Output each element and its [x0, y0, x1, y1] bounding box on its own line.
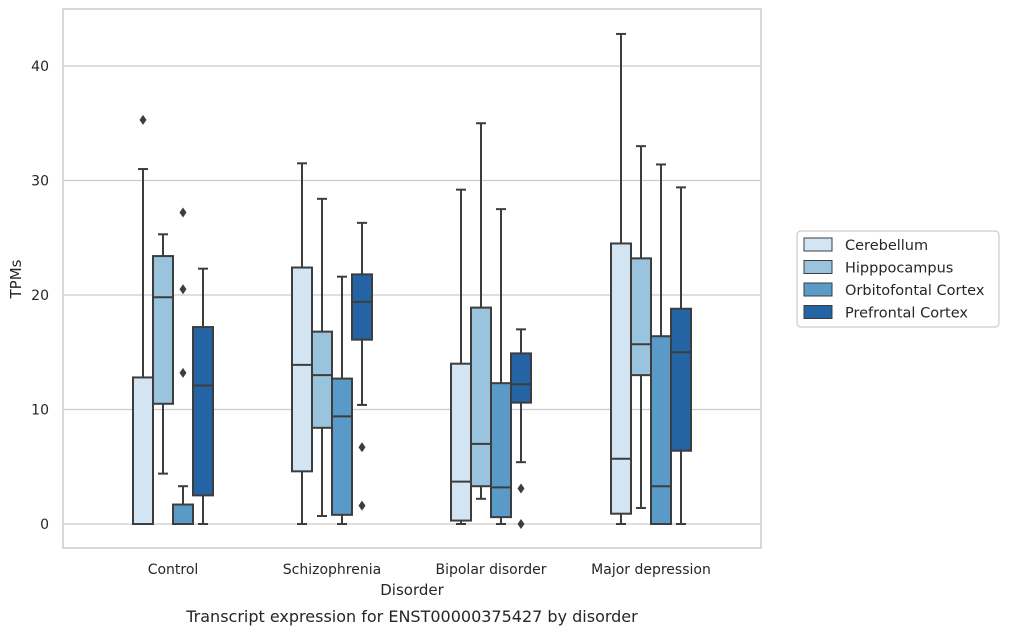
legend-swatch: [803, 305, 833, 319]
box-iqr: [490, 382, 512, 519]
outlier-point: [358, 500, 366, 511]
plot-area-frame: [62, 8, 762, 549]
legend-label: Orbitofontal Cortex: [845, 283, 985, 299]
box-iqr: [311, 330, 333, 429]
box-prefrontal-cortex: [670, 186, 692, 525]
chart-caption: Transcript expression for ENST0000037542…: [185, 607, 638, 626]
x-tick-label: Control: [148, 562, 199, 578]
outlier-point: [139, 114, 147, 125]
x-tick-label: Schizophrenia: [283, 562, 381, 578]
box-orbitofontal-cortex: [490, 208, 512, 525]
legend-swatch: [803, 260, 833, 274]
box-iqr: [291, 266, 313, 473]
box-series: [132, 32, 692, 529]
box-orbitofontal-cortex: [331, 275, 353, 525]
y-axis-label: TPMs: [7, 259, 25, 299]
box-iqr: [470, 306, 492, 488]
legend-label: Hipppocampus: [845, 261, 953, 277]
y-tick-label: 30: [31, 174, 49, 190]
legend-label: Prefrontal Cortex: [845, 306, 968, 322]
y-tick-label: 10: [31, 403, 49, 419]
x-axis-ticks: Control Schizophrenia Bipolar disorder Majo…: [148, 562, 711, 578]
legend: Cerebellum Hipppocampus Orbitofontal Corte…: [796, 230, 1000, 328]
box-iqr: [331, 377, 353, 516]
gridlines: [63, 65, 761, 525]
box-iqr: [351, 273, 373, 341]
outlier-point: [517, 483, 525, 494]
box-cerebellum: [610, 32, 632, 525]
legend-frame: [796, 230, 1000, 328]
box-iqr: [650, 335, 672, 525]
outlier-point: [517, 519, 525, 529]
box-iqr: [670, 307, 692, 452]
legend-swatch: [803, 282, 833, 297]
outlier-point: [179, 284, 187, 295]
box-cerebellum: [132, 114, 154, 525]
box-iqr: [510, 352, 532, 404]
x-tick-label: Major depression: [591, 562, 711, 578]
box-prefrontal-cortex: [510, 328, 532, 529]
box-prefrontal-cortex: [192, 267, 214, 525]
outlier-point: [358, 442, 366, 453]
y-axis-ticks: 0 10 20 30 40: [31, 59, 49, 533]
x-axis-label: Disorder: [380, 581, 444, 599]
box-hipppocampus: [470, 122, 492, 500]
legend-label: Cerebellum: [845, 238, 928, 254]
box-hipppocampus: [152, 233, 174, 475]
box-orbitofontal-cortex: [650, 163, 672, 525]
box-iqr: [450, 362, 472, 522]
box-prefrontal-cortex: [351, 221, 373, 511]
y-tick-label: 0: [40, 517, 49, 533]
box-iqr: [192, 326, 214, 497]
box-iqr: [152, 255, 174, 405]
y-tick-label: 20: [31, 288, 49, 304]
box-cerebellum: [450, 188, 472, 525]
box-cerebellum: [291, 162, 313, 525]
box-iqr: [630, 257, 652, 377]
box-hipppocampus: [311, 197, 333, 517]
box-iqr: [132, 376, 154, 525]
x-tick-label: Bipolar disorder: [435, 562, 546, 578]
box-iqr: [610, 242, 632, 515]
y-tick-label: 40: [31, 59, 49, 75]
legend-swatch: [803, 237, 833, 252]
outlier-point: [179, 207, 187, 218]
box-orbitofontal-cortex: [172, 207, 194, 526]
outlier-point: [179, 367, 187, 378]
box-hipppocampus: [630, 145, 652, 509]
box-iqr: [172, 503, 194, 526]
